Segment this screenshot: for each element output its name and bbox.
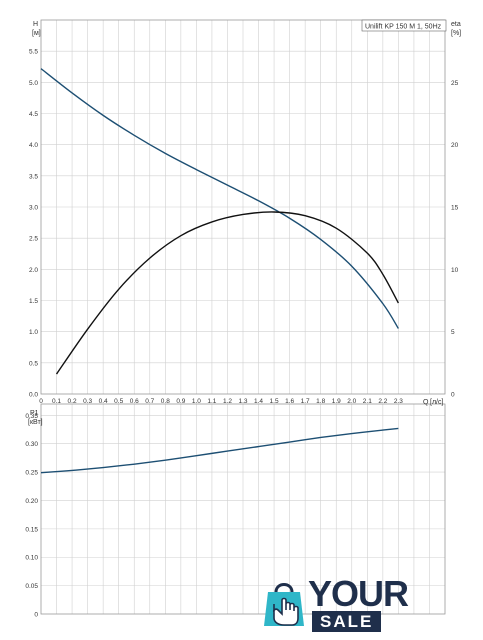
- x-tick-label: 1.0: [192, 398, 201, 405]
- x-tick-label: 1.2: [223, 398, 232, 405]
- p1-tick-label: 0.25: [25, 470, 38, 477]
- h-tick-label: 0.5: [29, 360, 38, 367]
- x-tick-label: 0.4: [99, 398, 108, 405]
- h-tick-label: 4.5: [29, 111, 38, 118]
- x-tick-label: 0.7: [145, 398, 154, 405]
- x-tick-label: 2.2: [378, 398, 387, 405]
- legend-label: Unilift KP 150 M 1, 50Hz: [365, 24, 442, 31]
- eta-tick-label: 5: [451, 329, 455, 336]
- h-tick-label: 5.0: [29, 80, 38, 87]
- h-tick-label: 1.0: [29, 329, 38, 336]
- x-tick-label: 2.1: [363, 398, 372, 405]
- x-tick-label: 0.9: [176, 398, 185, 405]
- eta-tick-label: 10: [451, 267, 459, 274]
- eta-curve-line: [55, 211, 399, 375]
- bottom-plot-frame: [40, 403, 446, 615]
- x-tick-label: 0.2: [68, 398, 77, 405]
- p1-tick-label: 0.20: [25, 498, 38, 505]
- eta-axis-unit: [%]: [451, 30, 461, 37]
- p1-tick-label: 0: [34, 612, 38, 619]
- x-tick-label: 1.4: [254, 398, 263, 405]
- x-tick-label: 1.1: [207, 398, 216, 405]
- x-tick-label: 0.5: [114, 398, 123, 405]
- p1-tick-label: 0.15: [25, 526, 38, 533]
- tick-labels: 0 0.1 0.2 0.3 0.4 0.5 0.6 0.7 0.8 0.9 1.0 1.1 1.2 1.3…: [25, 49, 458, 619]
- h-tick-label: 1.5: [29, 298, 38, 305]
- eta-tick-label: 20: [451, 142, 459, 149]
- p1-tick-label: 0.30: [25, 441, 38, 448]
- p1-axis-unit: [кВт]: [28, 419, 43, 426]
- x-tick-label: 1.6: [285, 398, 294, 405]
- top-plot-frame: [40, 19, 446, 395]
- h-tick-label: 2.0: [29, 267, 38, 274]
- legend-box: [361, 19, 447, 32]
- h-axis-title: H: [33, 21, 38, 28]
- eta-tick-label: 0: [451, 392, 455, 399]
- q-axis-unit: [л/с]: [430, 399, 443, 406]
- x-tick-label: 0.1: [52, 398, 61, 405]
- x-tick-label: 0: [39, 398, 43, 405]
- x-tick-label: 1.8: [316, 398, 325, 405]
- eta-tick-label: 15: [451, 205, 459, 212]
- q-axis-title: Q: [423, 399, 429, 406]
- yoursale-logo: YOUR SALE: [262, 576, 412, 634]
- x-tick-label: 1.7: [301, 398, 310, 405]
- x-tick-label: 0.6: [130, 398, 139, 405]
- x-tick-label: 2.0: [347, 398, 356, 405]
- p1-tick-label: 0.05: [25, 583, 38, 590]
- x-tick-label: 2.3: [394, 398, 403, 405]
- h-tick-label: 3.0: [29, 205, 38, 212]
- h-tick-label: 4.0: [29, 142, 38, 149]
- h-tick-label: 3.5: [29, 173, 38, 180]
- h-tick-label: 0.0: [29, 392, 38, 399]
- p1-curve-line: [40, 427, 399, 474]
- logo-word-your: YOUR: [308, 573, 409, 614]
- logo-word-sale: SALE: [312, 611, 382, 632]
- h-tick-label: 5.5: [29, 49, 38, 56]
- x-tick-label: 0.8: [161, 398, 170, 405]
- series-lines: [40, 68, 399, 474]
- h-axis-unit: [м]: [32, 30, 41, 37]
- eta-axis-title: eta: [451, 21, 461, 28]
- h-curve-line: [40, 68, 399, 329]
- eta-tick-label: 25: [451, 80, 459, 87]
- h-tick-label: 2.5: [29, 236, 38, 243]
- p1-tick-label: 0.10: [25, 555, 38, 562]
- x-tick-label: 1.3: [238, 398, 247, 405]
- shopping-bag-hand-icon: [264, 583, 304, 626]
- x-tick-label: 1.9: [332, 398, 341, 405]
- p1-tick-label: 0.35: [25, 413, 38, 420]
- x-tick-label: 0.3: [83, 398, 92, 405]
- bottom-plot-grid: [41, 404, 445, 614]
- top-plot-grid: [41, 20, 445, 394]
- x-tick-label: 1.5: [270, 398, 279, 405]
- p1-axis-title: P1: [30, 410, 39, 417]
